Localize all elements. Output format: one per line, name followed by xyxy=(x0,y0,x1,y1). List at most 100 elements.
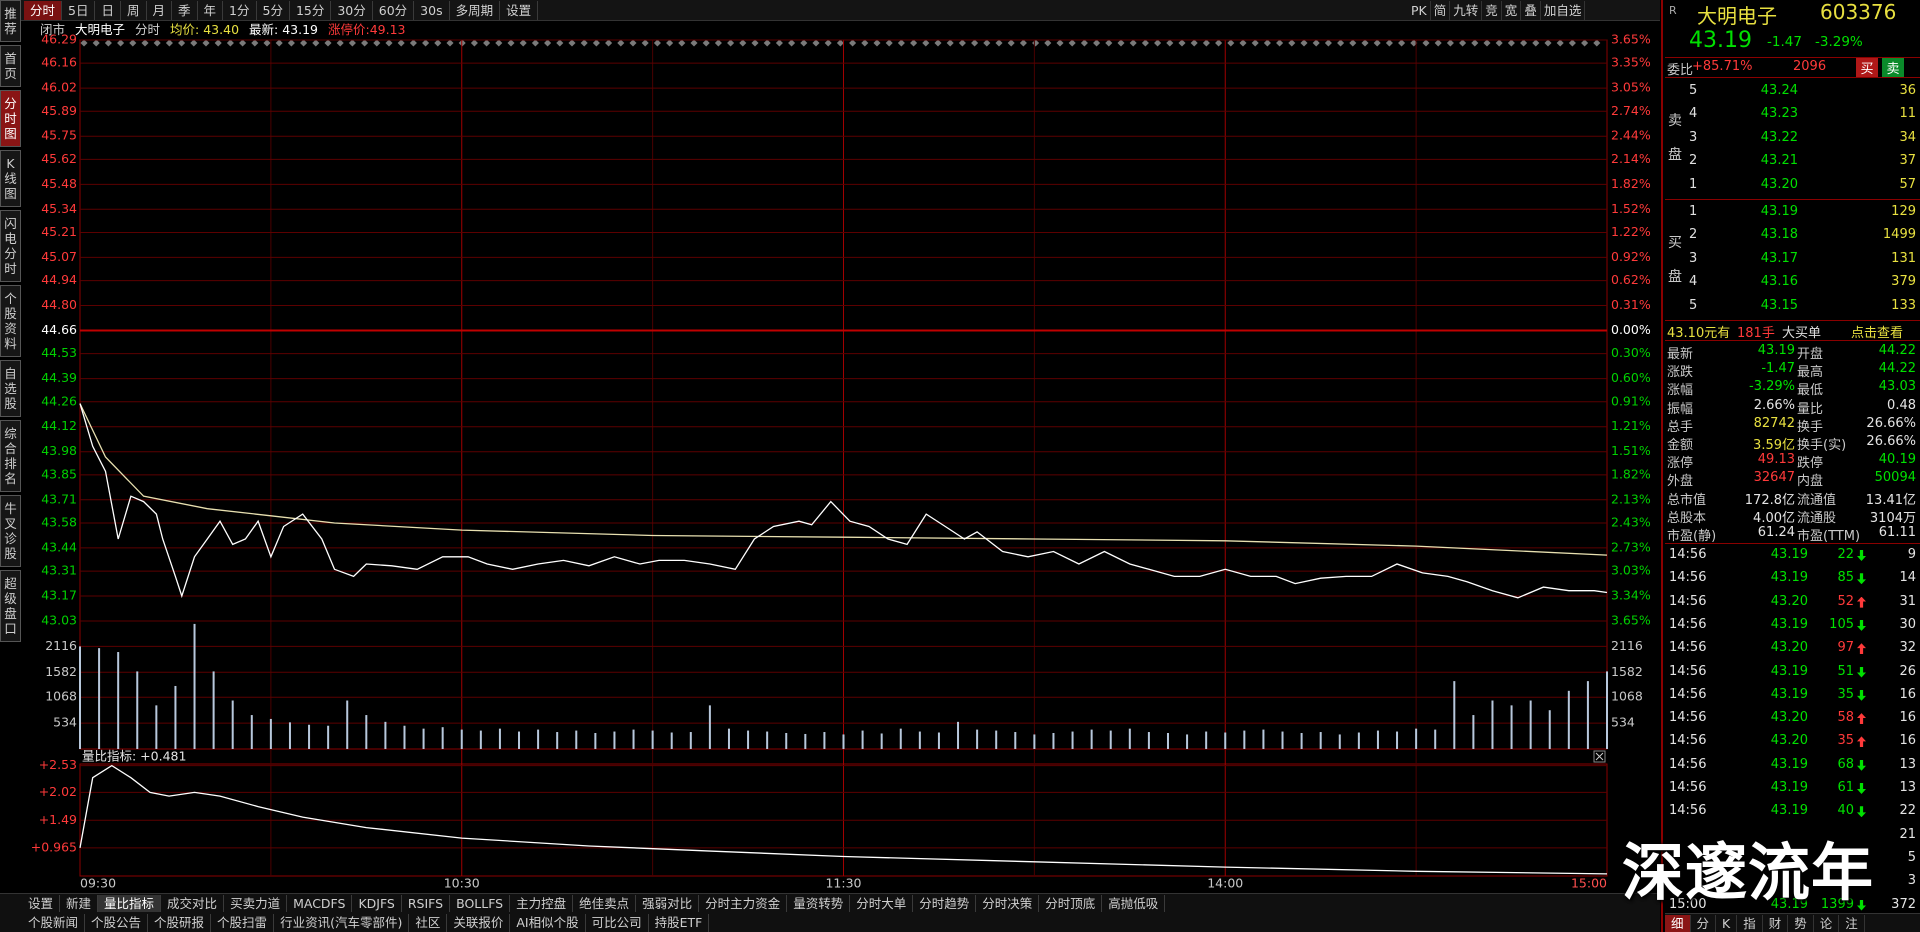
trade-price: 43.19 xyxy=(1770,780,1808,795)
period-tab[interactable]: 月 xyxy=(147,0,173,20)
indicator-close xyxy=(1593,750,1606,763)
marker-diamond xyxy=(739,39,747,47)
marker-diamond xyxy=(409,39,417,47)
big-order-link[interactable]: 点击查看 xyxy=(1851,326,1904,341)
trade-count: 5 xyxy=(1907,849,1916,865)
y2-tick-label: 2.43% xyxy=(1611,514,1651,529)
sell-button[interactable]: 卖 xyxy=(1882,58,1904,77)
indicator-tab[interactable]: 主力控盘 xyxy=(510,894,574,912)
indicator-tab[interactable]: 成交对比 xyxy=(161,894,225,912)
period-tab[interactable]: 30分 xyxy=(331,0,373,20)
period-tab[interactable]: 季 xyxy=(172,0,198,20)
quote-tab[interactable]: 细 xyxy=(1665,914,1691,932)
indicator-tab[interactable]: 高抛低吸 xyxy=(1102,894,1166,912)
tool-button[interactable]: 九转 xyxy=(1450,0,1483,20)
volume-bar xyxy=(1606,671,1608,749)
sidebar-item[interactable]: 自选股 xyxy=(0,360,21,417)
indicator-tab[interactable]: MACDFS xyxy=(287,894,353,912)
period-tab[interactable]: 分时 xyxy=(24,0,63,20)
indicator-tab[interactable]: 绝佳卖点 xyxy=(573,894,637,912)
indicator-tab[interactable]: 新建 xyxy=(60,894,99,912)
marker-diamond xyxy=(324,39,332,47)
marker-diamond xyxy=(495,39,503,47)
tool-button[interactable]: 宽 xyxy=(1502,0,1522,20)
sidebar-item[interactable]: 超级盘口 xyxy=(0,570,21,642)
indicator-tab[interactable]: 量比指标 xyxy=(98,894,162,912)
news-link[interactable]: 可比公司 xyxy=(586,913,649,932)
quote-tab[interactable]: 财 xyxy=(1763,914,1789,932)
quote-tab[interactable]: 分 xyxy=(1691,914,1717,932)
news-link[interactable]: 关联报价 xyxy=(447,913,511,932)
indicator-tab[interactable]: 买卖力道 xyxy=(224,894,288,912)
period-tab[interactable]: 年 xyxy=(198,0,224,20)
indicator-tab[interactable]: 分时趋势 xyxy=(913,894,977,912)
stat-label: 内盘 xyxy=(1797,474,1824,490)
sidebar-item[interactable]: 闪电分时 xyxy=(0,210,21,282)
news-link[interactable]: 行业资讯(汽车零部件) xyxy=(274,913,410,932)
quote-tab[interactable]: 势 xyxy=(1788,914,1814,932)
toolbar: 分时 5日日周月季年 1分 5分 15分 30分 60分 30s 多周期 设置 xyxy=(24,0,539,20)
period-tab[interactable]: 5分 xyxy=(257,0,290,20)
quote-tab[interactable]: K xyxy=(1716,914,1738,932)
sidebar-item[interactable]: 综合排名 xyxy=(0,420,21,492)
indicator-tab[interactable]: 强弱对比 xyxy=(636,894,700,912)
tool-button[interactable]: 加自选 xyxy=(1541,0,1586,20)
news-link[interactable]: 个股新闻 xyxy=(22,913,86,932)
news-link[interactable]: 个股研报 xyxy=(148,913,212,932)
tool-button[interactable]: 简 xyxy=(1431,0,1451,20)
sidebar-item[interactable]: 分时图 xyxy=(0,90,21,147)
indicator-tab[interactable]: BOLLFS xyxy=(450,894,511,912)
sidebar-item[interactable]: K线图 xyxy=(0,150,21,207)
period-tab[interactable]: 周 xyxy=(121,0,147,20)
period-tab[interactable]: 日 xyxy=(95,0,121,20)
trade-direction xyxy=(1857,573,1866,585)
trade-volume: 35 xyxy=(1837,733,1854,749)
tool-button[interactable]: 竞 xyxy=(1482,0,1502,20)
news-link[interactable]: AI相似个股 xyxy=(510,913,586,932)
period-tab[interactable]: 60分 xyxy=(373,0,415,20)
tool-button[interactable]: PK xyxy=(1408,0,1431,20)
quote-tab[interactable]: 注 xyxy=(1839,914,1865,932)
marker-diamond xyxy=(666,39,674,47)
news-link[interactable]: 社区 xyxy=(409,913,448,932)
quote-separator xyxy=(1665,543,1920,544)
tool-button[interactable]: 叠 xyxy=(1521,0,1541,20)
period-tab[interactable]: 15分 xyxy=(290,0,332,20)
stat-label: 换手 xyxy=(1797,419,1824,435)
indicator-tab[interactable]: RSIFS xyxy=(402,894,451,912)
indicator-tab[interactable]: 分时顶底 xyxy=(1039,894,1103,912)
period-tab[interactable]: 1分 xyxy=(223,0,257,20)
toolbar-tools: PK 简九转竞宽叠加自选 xyxy=(1408,0,1586,20)
indicator-tab[interactable]: 量资转势 xyxy=(787,894,851,912)
indicator-tab[interactable]: 分时大单 xyxy=(850,894,914,912)
sidebar-item[interactable]: 个股资料 xyxy=(0,285,21,357)
period-tab[interactable]: 多周期 xyxy=(450,0,501,20)
news-link[interactable]: 个股扫雷 xyxy=(211,913,275,932)
stat-label: 最新 xyxy=(1667,347,1694,362)
volume-bar xyxy=(1128,728,1131,749)
sidebar-item[interactable]: 首页 xyxy=(0,45,21,87)
period-tab[interactable]: 设置 xyxy=(500,0,539,20)
buy-button[interactable]: 买 xyxy=(1856,58,1878,77)
stat-value: 49.13 xyxy=(1757,452,1795,468)
news-link[interactable]: 个股公告 xyxy=(85,913,149,932)
period-tab[interactable]: 5日 xyxy=(62,0,96,20)
indicator-tab[interactable]: 分时主力资金 xyxy=(699,894,788,912)
marker-diamond xyxy=(263,39,271,47)
trade-direction xyxy=(1857,713,1866,725)
sidebar-item[interactable]: 推荐 xyxy=(0,0,21,42)
trade-time: 14:56 xyxy=(1669,593,1707,609)
y2-tick-label: 0.62% xyxy=(1611,272,1651,287)
indicator-tab[interactable]: 分时决策 xyxy=(976,894,1040,912)
volume-bar xyxy=(1052,733,1055,749)
quote-separator xyxy=(1665,320,1920,321)
indicator-tab[interactable]: KDJFS xyxy=(352,894,402,912)
volume-tick-label-right: 2116 xyxy=(1611,638,1643,653)
quote-tab[interactable]: 指 xyxy=(1737,914,1763,932)
book-price: 43.15 xyxy=(1760,297,1798,313)
sidebar-item[interactable]: 牛叉诊股 xyxy=(0,495,21,567)
quote-tab[interactable]: 论 xyxy=(1814,914,1840,932)
period-tab[interactable]: 30s xyxy=(414,0,450,20)
news-link[interactable]: 持股ETF xyxy=(649,913,710,932)
indicator-tab[interactable]: 设置 xyxy=(22,894,61,912)
